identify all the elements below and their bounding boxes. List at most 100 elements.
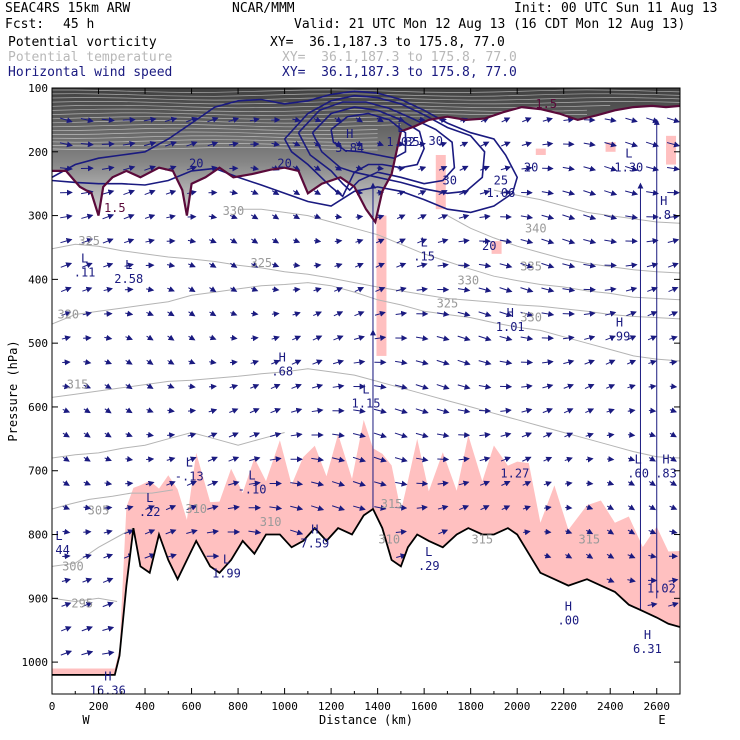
wind-vector: [584, 383, 595, 390]
plot-frame: [51, 87, 681, 695]
wind-vector: [604, 286, 617, 293]
wind-vector: [606, 577, 615, 583]
wind-vector: [583, 141, 596, 148]
hl-marker-letter: H: [660, 194, 667, 208]
wind-vector: [186, 165, 198, 172]
wind-vector: [478, 335, 492, 342]
wind-vector: [352, 432, 366, 439]
wind-vector: [376, 140, 384, 147]
wind-vector: [83, 383, 92, 389]
y-tick-label: 600: [28, 401, 48, 414]
wind-vector: [416, 286, 428, 293]
wind-vector: [415, 384, 429, 390]
wind-vector: [125, 407, 133, 414]
wind-vector: [146, 456, 155, 463]
wind-vector: [394, 383, 408, 390]
wind-vector: [416, 335, 429, 342]
wind-vector: [293, 262, 301, 269]
wind-vector: [81, 601, 93, 608]
wind-vector: [458, 238, 470, 245]
wind-vector: [668, 311, 679, 317]
hl-marker-value: 16.36: [90, 683, 126, 697]
wind-vector: [144, 214, 156, 220]
wind-vector: [208, 408, 218, 414]
y-tick-label: 300: [28, 210, 48, 223]
theta-label: 320: [57, 307, 79, 321]
wind-vector: [102, 238, 114, 244]
x-tick-label: 400: [135, 700, 155, 713]
wind-vector: [606, 408, 615, 414]
wind-vector: [480, 505, 490, 511]
wind-vector: [627, 577, 636, 584]
wind-vector: [164, 116, 178, 123]
wind-vector: [271, 189, 280, 195]
wind-vector: [520, 287, 534, 293]
theta-label: 325: [78, 234, 100, 248]
wind-vector: [207, 480, 219, 487]
wind-vector: [415, 432, 429, 439]
wind-vector: [104, 383, 112, 389]
wind-vector: [187, 237, 197, 244]
wind-vector: [585, 456, 594, 463]
pv-contour-label: 1.5: [535, 97, 557, 111]
wind-vector: [478, 359, 492, 366]
wind-vector: [167, 432, 176, 439]
wind-vector: [604, 117, 617, 123]
wind-vector: [355, 238, 364, 245]
wind-vector: [499, 335, 513, 342]
hl-marker-value: 1.01: [496, 320, 525, 334]
wind-vector: [83, 504, 92, 511]
wind-vector: [648, 407, 657, 414]
wind-speed-label: 20: [189, 156, 203, 170]
wind-vector: [457, 311, 471, 317]
wind-vector: [83, 455, 91, 462]
wind-vector: [417, 190, 427, 196]
wind-vector: [541, 238, 555, 245]
wind-vector: [501, 505, 511, 511]
wind-vector: [125, 431, 133, 438]
wind-vector: [395, 310, 408, 317]
hl-marker-value: .99: [609, 329, 631, 343]
wind-vector: [230, 262, 238, 268]
wind-vector: [395, 286, 407, 293]
wind-vector: [167, 310, 175, 317]
wind-vector: [166, 214, 176, 220]
wind-vector: [209, 262, 217, 268]
theta-contour-310: [52, 431, 285, 459]
wind-vector: [83, 480, 91, 486]
wind-vector: [83, 407, 91, 414]
wind-vector: [667, 213, 680, 220]
wind-vector: [606, 553, 615, 559]
wind-vector: [500, 407, 512, 414]
wind-vector: [437, 238, 449, 244]
y-tick-label: 1000: [22, 656, 49, 669]
pv-shading-line: [52, 131, 378, 135]
wind-vector: [418, 116, 426, 123]
wind-vector: [59, 117, 73, 124]
wind-vector: [125, 359, 133, 365]
wind-vector: [648, 480, 656, 487]
wind-vector: [251, 286, 259, 292]
hl-marker-value: 7.59: [300, 537, 329, 551]
wind-vector: [125, 383, 133, 390]
wind-vector: [80, 141, 94, 148]
wind-vector: [669, 455, 677, 462]
wind-vector: [230, 334, 238, 341]
wind-vector: [228, 117, 240, 123]
wind-vector: [60, 650, 73, 656]
wind-vector: [647, 311, 658, 317]
wind-vector: [437, 504, 449, 511]
wind-vector: [124, 262, 134, 269]
wind-vector: [563, 383, 574, 390]
x-tick-label: 1600: [411, 700, 438, 713]
wind-vector: [438, 529, 449, 535]
wind-vector: [61, 335, 71, 342]
hl-marker-letter: H: [311, 523, 318, 537]
hl-marker-letter: L: [248, 468, 255, 482]
wind-vector: [647, 601, 658, 608]
wind-vector: [562, 189, 576, 196]
wind-vector: [648, 359, 657, 366]
wind-vector: [480, 165, 490, 172]
wind-vector: [648, 455, 656, 462]
wind-vector: [668, 577, 679, 584]
